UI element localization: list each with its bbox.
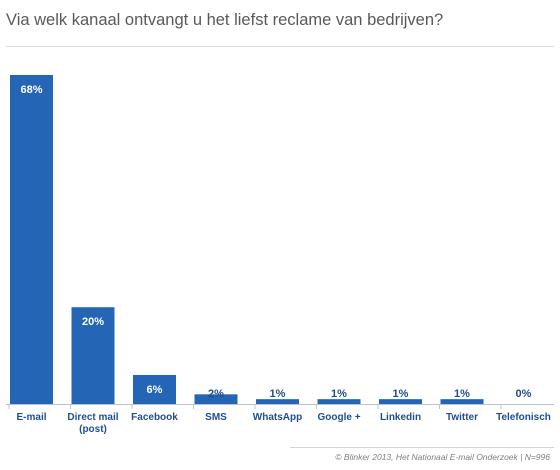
x-tick-label: Direct mail — [67, 412, 118, 423]
bar — [194, 394, 238, 404]
footer-divider — [290, 447, 554, 448]
x-tick-label: Facebook — [131, 412, 178, 423]
data-label: 1% — [454, 388, 470, 400]
data-label: 68% — [20, 84, 42, 96]
x-tick-label: WhatsApp — [253, 412, 302, 423]
data-label: 1% — [393, 388, 409, 400]
x-tick-label: Linkedin — [380, 412, 421, 423]
data-label: 2% — [208, 388, 224, 400]
data-label: 1% — [331, 388, 347, 400]
bar — [317, 399, 361, 404]
bar — [71, 307, 115, 404]
bar — [440, 399, 484, 404]
chart-title: Via welk kanaal ontvangt u het liefst re… — [6, 11, 444, 29]
bar — [133, 374, 176, 404]
source-note: © Blinker 2013, Het Nationaal E-mail Ond… — [335, 452, 550, 462]
bar — [256, 399, 299, 404]
x-tick-label: Twitter — [446, 412, 478, 423]
data-label: 6% — [147, 384, 163, 396]
title-divider — [6, 46, 554, 47]
data-label: 20% — [82, 316, 104, 328]
bar — [10, 75, 53, 404]
x-tick-label: (post) — [79, 424, 107, 435]
x-tick-label: Google + — [317, 412, 360, 423]
data-label: 0% — [516, 388, 532, 400]
x-tick-label: SMS — [205, 412, 227, 423]
data-label: 1% — [270, 388, 286, 400]
x-tick-label: Telefonisch — [496, 412, 551, 423]
x-tick-label: E-mail — [16, 412, 46, 423]
bar — [379, 399, 422, 404]
